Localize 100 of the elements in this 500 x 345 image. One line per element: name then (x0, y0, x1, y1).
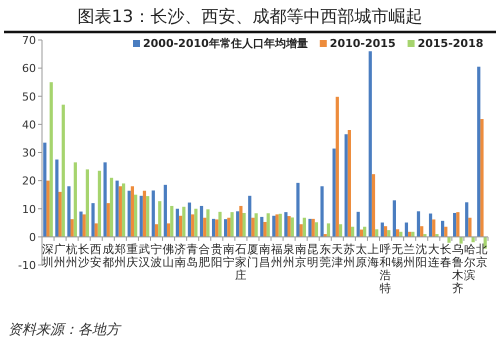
bar (440, 220, 444, 237)
bar (200, 206, 204, 237)
bar (224, 219, 228, 237)
bar (275, 214, 279, 237)
bar (296, 182, 300, 237)
legend-label: 2000-2010年常住人口年均增量 (143, 37, 308, 50)
y-tick-label: 30 (22, 146, 36, 160)
x-tick-label: 武汉 (138, 242, 150, 269)
x-tick-label: 郑州 (114, 242, 126, 269)
bar (212, 218, 216, 237)
x-tick-label: 大连 (428, 242, 440, 269)
bar (227, 218, 230, 237)
bar (191, 214, 194, 237)
bar (326, 223, 330, 237)
bar (128, 190, 131, 237)
bar (384, 226, 388, 237)
bar (453, 212, 456, 237)
bar (468, 218, 472, 237)
x-tick-label: 北京 (476, 242, 488, 269)
y-tick-label: 50 (22, 90, 36, 104)
chart-title: 图表13：长沙、西安、成都等中西部城市崛起 (78, 7, 422, 27)
bar (94, 223, 98, 237)
bar (456, 212, 460, 237)
x-tick-label: 呼和浩特 (380, 242, 392, 295)
bar (363, 226, 366, 237)
bar (356, 212, 360, 237)
bar (203, 218, 206, 237)
bar (106, 203, 110, 237)
bar (130, 186, 134, 237)
bar (324, 234, 327, 237)
bar (91, 203, 95, 237)
bar (254, 213, 258, 237)
bar (103, 162, 107, 237)
bar (146, 196, 150, 237)
bar (118, 186, 122, 237)
bar (368, 51, 372, 237)
bar (218, 212, 222, 237)
bar (140, 196, 143, 237)
bar (215, 219, 218, 237)
bar (62, 104, 65, 237)
x-tick-label: 西安 (90, 242, 102, 269)
bar (50, 82, 53, 237)
x-tick-label: 广州 (54, 242, 66, 269)
bar (290, 217, 294, 237)
bar (134, 194, 138, 237)
bar (338, 224, 342, 237)
bar (74, 162, 77, 237)
bar (70, 219, 74, 237)
bar (266, 213, 270, 237)
bar (336, 96, 339, 237)
bar (344, 134, 348, 237)
y-tick-label: 20 (22, 174, 36, 188)
bar (170, 206, 174, 237)
bar (320, 186, 324, 237)
bar (86, 169, 90, 237)
x-tick-label: 石家庄 (234, 242, 247, 282)
bar (158, 201, 162, 237)
x-tick-label: 宁波 (150, 242, 163, 269)
bar (79, 212, 83, 237)
bar (263, 222, 267, 237)
bar (206, 209, 210, 237)
x-tick-label: 合肥 (198, 242, 211, 269)
bar (154, 224, 158, 237)
bar (387, 230, 390, 237)
x-tick-label: 济南 (174, 242, 187, 269)
bar (420, 226, 424, 237)
bar (408, 232, 412, 237)
x-tick-label: 南京 (295, 242, 308, 269)
y-tick-label: -10 (18, 259, 36, 272)
x-tick-label: 长沙 (78, 242, 90, 269)
bar (67, 186, 71, 237)
legend-label: 2015-2018 (418, 37, 484, 50)
bar (182, 206, 186, 237)
bar (300, 224, 303, 237)
bar (194, 208, 198, 237)
x-tick-label: 沈阳 (416, 242, 428, 269)
bar (152, 190, 155, 237)
x-tick-label: 重庆 (126, 242, 138, 269)
bar (392, 200, 396, 237)
x-tick-label: 佛山 (162, 242, 175, 269)
bar (110, 178, 114, 237)
x-tick-label: 南宁 (222, 242, 235, 269)
bar (251, 218, 255, 237)
bar (284, 212, 288, 237)
bar (372, 174, 376, 237)
bar (480, 119, 484, 237)
bar (444, 226, 448, 237)
bar (236, 211, 240, 237)
bar (166, 223, 170, 237)
x-tick-label: 青岛 (186, 242, 199, 269)
bar (399, 232, 402, 237)
x-tick-label: 成都 (102, 242, 114, 269)
x-tick-label: 兰州 (404, 242, 416, 269)
bar (332, 148, 336, 237)
x-tick-label: 昆明 (307, 242, 320, 269)
x-tick-label: 苏州 (343, 242, 356, 269)
bar (116, 180, 119, 237)
bar (465, 202, 468, 237)
bar (312, 218, 315, 237)
bar (98, 170, 102, 237)
